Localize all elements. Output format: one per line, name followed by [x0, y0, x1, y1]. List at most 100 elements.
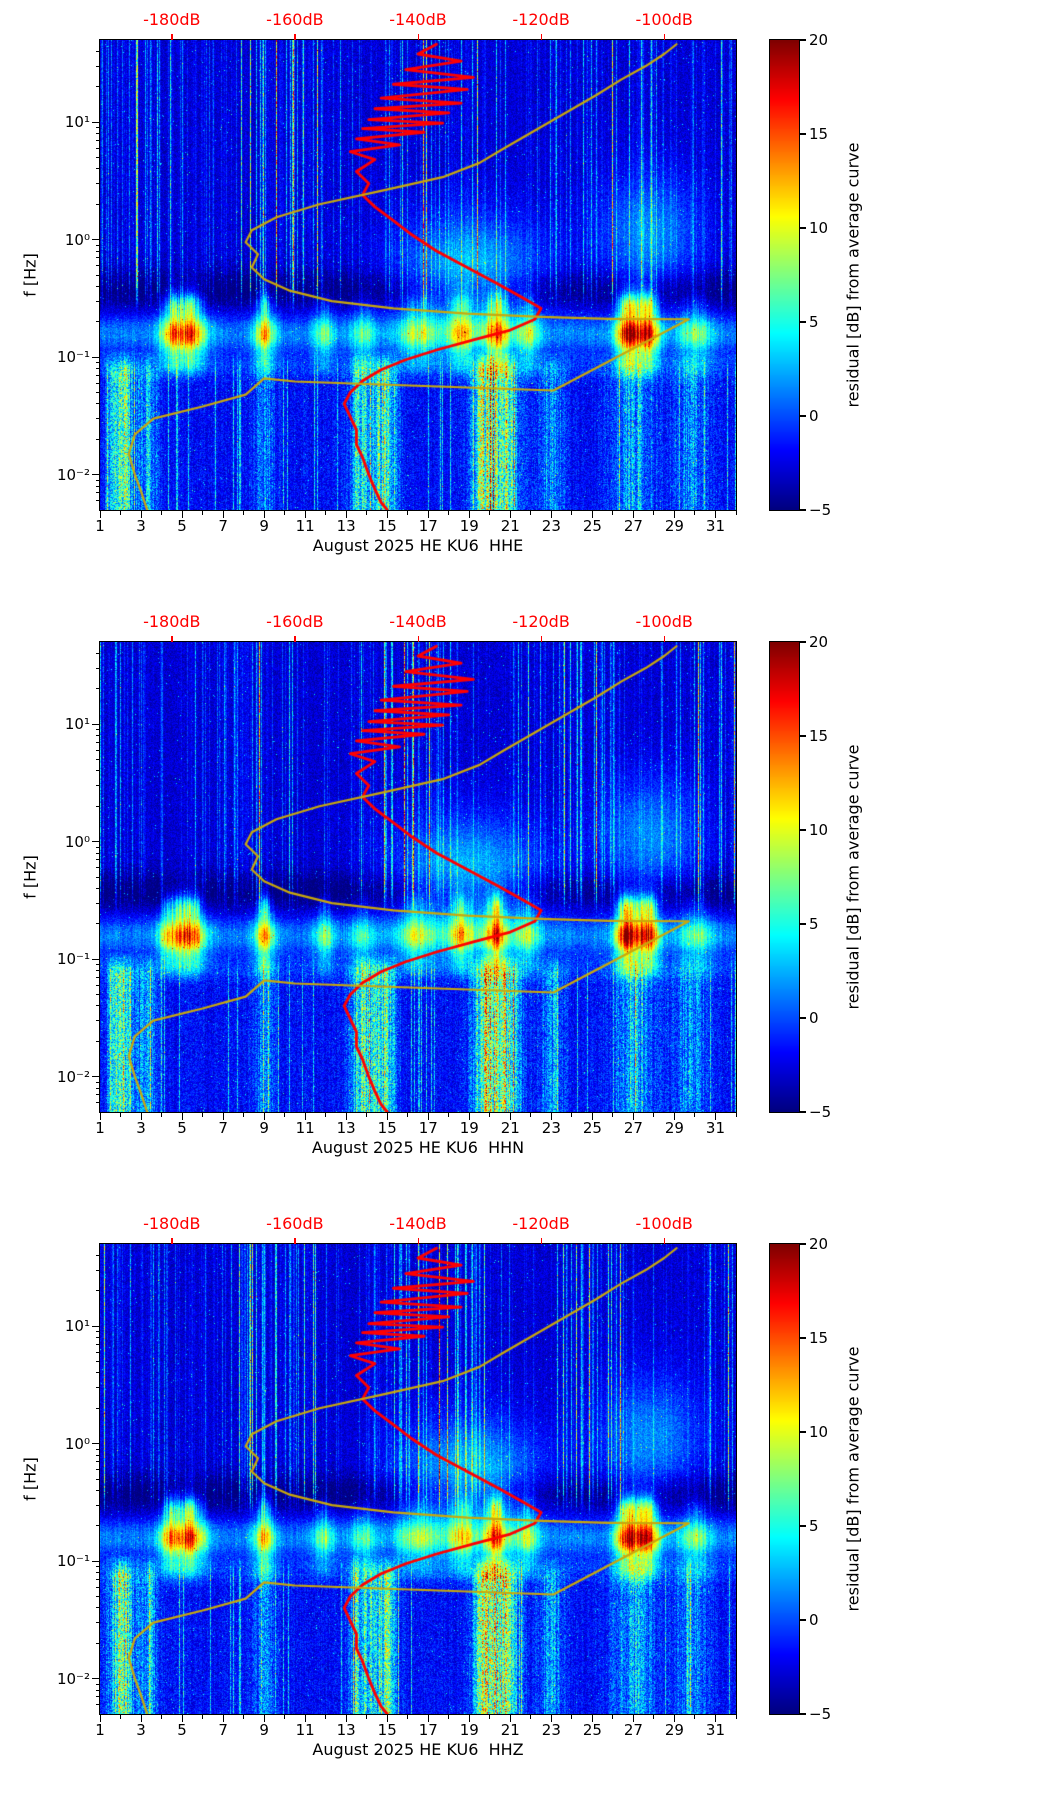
x-tick-label: 19: [459, 517, 479, 535]
plot-area: [99, 1243, 737, 1715]
colorbar-tick: [800, 829, 806, 831]
y-minor-tick: [96, 667, 100, 669]
colorbar-tick-label: 20: [809, 633, 829, 651]
x-tick-label: 7: [218, 517, 228, 535]
y-tick-label: 10¹: [64, 113, 90, 132]
y-minor-tick: [96, 1504, 100, 1506]
y-minor-tick: [96, 321, 100, 323]
colorbar-tick: [800, 227, 806, 229]
x-minor-tick: [325, 1113, 327, 1117]
y-minor-tick: [96, 1387, 100, 1389]
y-minor-tick: [96, 1607, 100, 1609]
spectrogram-panel-hhe: f [Hz] August 2025 HE KU6 HHE residual […: [0, 0, 1052, 602]
x-major-tick: [181, 511, 183, 518]
x-tick-label: 9: [259, 1721, 269, 1739]
x-tick-label: 3: [136, 1721, 146, 1739]
y-minor-tick: [96, 984, 100, 986]
x-major-tick: [468, 511, 470, 518]
x-major-tick: [386, 1715, 388, 1722]
colorbar-tick-label: 0: [809, 1611, 819, 1629]
y-minor-tick: [96, 1586, 100, 1588]
x-major-tick: [591, 1113, 593, 1120]
x-major-tick: [714, 511, 716, 518]
x-major-tick: [427, 1113, 429, 1120]
colorbar-canvas: [770, 642, 799, 1112]
x-major-tick: [345, 1715, 347, 1722]
y-minor-tick: [96, 735, 100, 737]
colorbar-canvas: [770, 1244, 799, 1714]
x-major-tick: [509, 511, 511, 518]
y-axis-label: f [Hz]: [20, 1457, 40, 1501]
colorbar-tick: [800, 1713, 806, 1715]
x-major-tick: [304, 1113, 306, 1120]
y-minor-tick: [96, 147, 100, 149]
y-axis-label: f [Hz]: [20, 855, 40, 899]
y-major-tick: [92, 1678, 100, 1680]
y-minor-tick: [96, 1407, 100, 1409]
x-tick-label: 29: [664, 517, 684, 535]
x-tick-label: 7: [218, 1721, 228, 1739]
x-tick-label: 19: [459, 1119, 479, 1137]
x-major-tick: [222, 1715, 224, 1722]
x-major-tick: [181, 1113, 183, 1120]
y-minor-tick: [96, 923, 100, 925]
x-tick-label: 27: [623, 517, 643, 535]
spectrogram-panel-hhn: f [Hz] August 2025 HE KU6 HHN residual […: [0, 602, 1052, 1204]
y-minor-tick: [96, 374, 100, 376]
y-minor-tick: [96, 382, 100, 384]
y-minor-tick: [96, 1040, 100, 1042]
y-minor-tick: [96, 994, 100, 995]
colorbar-tick-label: −5: [809, 1705, 832, 1723]
x-major-tick: [222, 511, 224, 518]
x-axis-label: August 2025 HE KU6 HHN: [311, 1138, 525, 1157]
x-major-tick: [386, 1113, 388, 1120]
top-axis-tick: [663, 1238, 666, 1244]
y-minor-tick: [96, 1689, 100, 1691]
x-minor-tick: [284, 1715, 286, 1719]
x-minor-tick: [325, 1715, 327, 1719]
y-minor-tick: [96, 1331, 100, 1332]
top-axis-tick: [663, 636, 666, 642]
y-minor-tick: [96, 876, 100, 878]
colorbar: [769, 1243, 800, 1715]
x-minor-tick: [161, 1715, 163, 1719]
y-minor-tick: [96, 418, 100, 420]
y-minor-tick: [96, 265, 100, 267]
top-axis-tick: [417, 1238, 419, 1244]
y-minor-tick: [96, 805, 100, 807]
x-major-tick: [140, 511, 142, 518]
y-minor-tick: [96, 1343, 100, 1345]
y-minor-tick: [96, 250, 100, 252]
y-minor-tick: [96, 139, 100, 141]
x-tick-label: 13: [336, 1721, 356, 1739]
y-minor-tick: [96, 887, 100, 889]
y-axis-label: f [Hz]: [20, 253, 40, 297]
colorbar-tick-label: 0: [809, 407, 819, 425]
top-axis-tick-label: -100dB: [635, 1214, 693, 1233]
y-tick-label: 10⁻²: [56, 465, 90, 484]
x-minor-tick: [243, 1715, 245, 1719]
y-minor-tick: [96, 1525, 100, 1527]
y-minor-tick: [96, 1622, 100, 1624]
top-axis-tick: [540, 1238, 543, 1244]
colorbar-tick-label: 15: [809, 1329, 829, 1347]
x-minor-tick: [735, 1715, 737, 1719]
x-minor-tick: [366, 1113, 368, 1117]
x-minor-tick: [366, 1715, 368, 1719]
x-minor-tick: [448, 511, 450, 515]
y-minor-tick: [96, 902, 100, 904]
x-minor-tick: [325, 511, 327, 515]
x-minor-tick: [366, 511, 368, 515]
colorbar-tick-label: 5: [809, 313, 819, 331]
x-major-tick: [632, 1113, 634, 1120]
x-minor-tick: [694, 1113, 696, 1117]
x-minor-tick: [489, 511, 491, 515]
y-major-tick: [92, 723, 100, 725]
top-axis-tick: [171, 34, 173, 40]
x-tick-label: 5: [177, 1119, 187, 1137]
colorbar-tick: [800, 1337, 806, 1339]
y-minor-tick: [96, 770, 100, 772]
top-axis-tick-label: -140dB: [389, 612, 447, 631]
x-tick-label: 13: [336, 517, 356, 535]
